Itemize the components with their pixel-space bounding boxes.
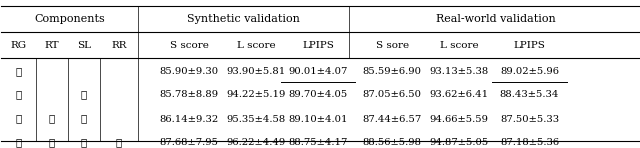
Text: RG: RG	[10, 41, 27, 50]
Text: L score: L score	[237, 41, 275, 50]
Text: 85.78±8.89: 85.78±8.89	[159, 90, 219, 99]
Text: 86.14±9.32: 86.14±9.32	[159, 115, 219, 124]
Text: 89.10±4.01: 89.10±4.01	[289, 115, 348, 124]
Text: 88.75±4.17: 88.75±4.17	[289, 138, 348, 147]
Text: RR: RR	[111, 41, 127, 50]
Text: Components: Components	[35, 15, 105, 24]
Text: ✓: ✓	[81, 115, 87, 124]
Text: 94.66±5.59: 94.66±5.59	[429, 115, 489, 124]
Text: L score: L score	[440, 41, 479, 50]
Text: 87.18±5.36: 87.18±5.36	[500, 138, 559, 147]
Text: ✓: ✓	[116, 138, 122, 147]
Text: SL: SL	[77, 41, 91, 50]
Text: ✓: ✓	[49, 115, 55, 124]
Text: 88.43±5.34: 88.43±5.34	[500, 90, 559, 99]
Text: 94.87±5.05: 94.87±5.05	[429, 138, 489, 147]
Text: ✓: ✓	[15, 138, 22, 147]
Text: 87.50±5.33: 87.50±5.33	[500, 115, 559, 124]
Text: Synthetic validation: Synthetic validation	[187, 15, 300, 24]
Text: 94.22±5.19: 94.22±5.19	[227, 90, 286, 99]
Text: 96.22±4.49: 96.22±4.49	[227, 138, 286, 147]
Text: 93.13±5.38: 93.13±5.38	[429, 67, 489, 76]
Text: 95.35±4.58: 95.35±4.58	[227, 115, 286, 124]
Text: 87.05±6.50: 87.05±6.50	[363, 90, 422, 99]
Text: ✓: ✓	[15, 115, 22, 124]
Text: Real-world validation: Real-world validation	[436, 15, 556, 24]
Text: ✓: ✓	[81, 90, 87, 99]
Text: RT: RT	[44, 41, 59, 50]
Text: S score: S score	[170, 41, 209, 50]
Text: LPIPS: LPIPS	[302, 41, 334, 50]
Text: 87.68±7.95: 87.68±7.95	[159, 138, 219, 147]
Text: ✓: ✓	[15, 90, 22, 99]
Text: 93.90±5.81: 93.90±5.81	[227, 67, 286, 76]
Text: S sore: S sore	[376, 41, 409, 50]
Text: 87.44±6.57: 87.44±6.57	[362, 115, 422, 124]
Text: 85.59±6.90: 85.59±6.90	[363, 67, 422, 76]
Text: 89.02±5.96: 89.02±5.96	[500, 67, 559, 76]
Text: ✓: ✓	[15, 67, 22, 76]
Text: 90.01±4.07: 90.01±4.07	[289, 67, 348, 76]
Text: 85.90±9.30: 85.90±9.30	[159, 67, 219, 76]
Text: ✓: ✓	[81, 138, 87, 147]
Text: ✓: ✓	[49, 138, 55, 147]
Text: 89.70±4.05: 89.70±4.05	[289, 90, 348, 99]
Text: LPIPS: LPIPS	[513, 41, 545, 50]
Text: 93.62±6.41: 93.62±6.41	[429, 90, 489, 99]
Text: 88.56±5.98: 88.56±5.98	[363, 138, 422, 147]
